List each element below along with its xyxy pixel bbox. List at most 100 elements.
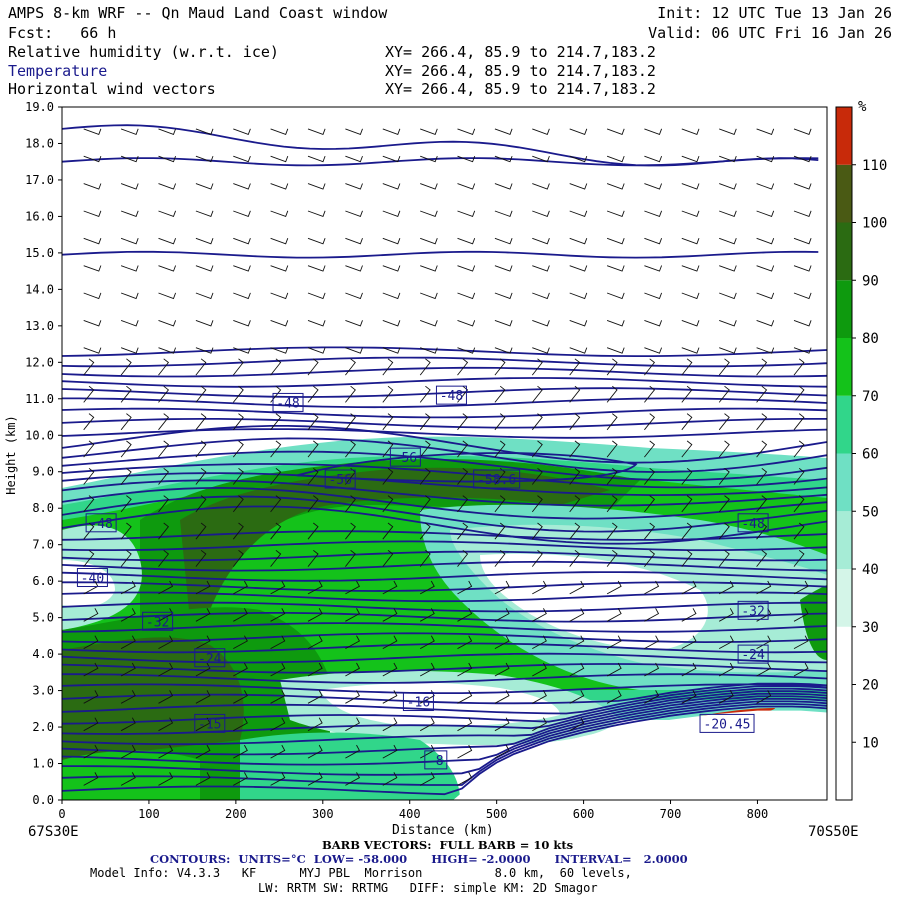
wind-barb bbox=[793, 183, 812, 190]
wind-barb bbox=[233, 183, 251, 190]
colorbar-swatch bbox=[836, 742, 852, 800]
colorbar-tick-label: 70 bbox=[862, 389, 879, 405]
contour-label: -40 bbox=[81, 572, 104, 587]
wind-barb bbox=[158, 717, 174, 732]
wind-barb bbox=[345, 265, 363, 272]
wind-barb bbox=[457, 549, 469, 567]
wind-barb bbox=[120, 608, 136, 622]
wind-barb bbox=[158, 580, 174, 595]
wind-barb bbox=[569, 155, 588, 163]
temperature-contour bbox=[62, 418, 827, 429]
wind-barb bbox=[195, 155, 214, 163]
contour-label-box bbox=[85, 513, 117, 533]
wind-barb bbox=[232, 358, 244, 376]
x-axis-title: Distance (km) bbox=[392, 823, 494, 838]
colorbar-swatch bbox=[836, 626, 852, 685]
wind-barb bbox=[532, 128, 550, 135]
wind-barb bbox=[756, 385, 768, 403]
wind-barb bbox=[420, 128, 438, 135]
wind-barb bbox=[494, 690, 510, 704]
wind-barb bbox=[457, 608, 473, 622]
wind-barb bbox=[382, 183, 401, 190]
wind-barb bbox=[233, 128, 251, 135]
temperature-contour bbox=[62, 356, 827, 368]
wind-barb bbox=[718, 440, 730, 458]
wind-barb bbox=[382, 662, 398, 677]
wind-barb bbox=[606, 580, 622, 595]
wind-barb bbox=[195, 522, 207, 540]
wind-barb bbox=[532, 717, 547, 732]
wind-barb bbox=[531, 467, 543, 485]
wind-barb bbox=[457, 440, 469, 458]
wind-barb bbox=[233, 265, 251, 272]
colorbar-swatch bbox=[836, 338, 852, 396]
wind-barb bbox=[382, 292, 401, 300]
y-tick-label: 12.0 bbox=[25, 355, 54, 369]
wind-barb bbox=[195, 413, 207, 431]
y-tick-label: 0.0 bbox=[32, 793, 54, 807]
wind-barb bbox=[494, 237, 513, 245]
wind-barb bbox=[307, 467, 319, 485]
wind-barb bbox=[718, 385, 730, 403]
wind-barb bbox=[382, 237, 401, 245]
wind-barb bbox=[532, 210, 550, 217]
wind-barb bbox=[494, 210, 513, 217]
wind-barb bbox=[644, 608, 660, 622]
wind-barb bbox=[195, 183, 214, 190]
wind-barb bbox=[718, 635, 734, 649]
wind-barb bbox=[718, 608, 734, 622]
wind-barb bbox=[120, 292, 139, 300]
endpoint-right: 70S50E bbox=[808, 824, 859, 840]
wind-barb bbox=[345, 319, 363, 327]
wind-barb bbox=[532, 347, 550, 354]
wind-barb bbox=[307, 292, 326, 300]
y-tick-label: 9.0 bbox=[32, 465, 54, 479]
wind-barb bbox=[345, 237, 363, 245]
x-axis: 0 100 200 300 400 500 600 700 800 bbox=[58, 800, 768, 821]
wind-barb bbox=[120, 237, 139, 245]
temperature-contour bbox=[62, 682, 827, 705]
wind-barb bbox=[793, 358, 805, 376]
wind-barb bbox=[83, 183, 102, 190]
wind-barb bbox=[307, 413, 319, 431]
wind-barb bbox=[793, 292, 812, 300]
colorbar-swatch bbox=[836, 511, 852, 569]
wind-barb bbox=[606, 319, 625, 327]
wind-barb bbox=[158, 155, 177, 163]
temperature-contour bbox=[62, 632, 827, 644]
temperature-contour bbox=[62, 601, 827, 613]
wind-barb bbox=[195, 580, 211, 595]
temperature-contour bbox=[62, 698, 827, 766]
wind-barb bbox=[494, 265, 513, 272]
wind-barb bbox=[195, 347, 214, 354]
contour-label-box bbox=[324, 469, 356, 489]
contour-label: -48 bbox=[440, 389, 463, 404]
wind-barb bbox=[307, 237, 326, 245]
wind-barb bbox=[569, 608, 585, 622]
wind-barb bbox=[419, 495, 431, 513]
wind-barb bbox=[681, 467, 693, 485]
wind-barb bbox=[457, 413, 469, 431]
wind-barb bbox=[718, 522, 730, 540]
colorbar-tick-label: 100 bbox=[862, 216, 887, 232]
wind-barb bbox=[569, 210, 588, 217]
wind-barb bbox=[345, 495, 356, 513]
wind-barb bbox=[569, 292, 588, 300]
y-tick-label: 17.0 bbox=[25, 173, 54, 187]
wind-barb bbox=[345, 358, 356, 376]
temperature-contour bbox=[62, 387, 827, 398]
wind-barb bbox=[569, 580, 585, 595]
wind-barb bbox=[307, 128, 326, 135]
wind-barb bbox=[681, 662, 697, 677]
wind-barb bbox=[120, 183, 139, 190]
wind-barb bbox=[606, 522, 618, 540]
colorbar-tick-label: 90 bbox=[862, 273, 879, 289]
wind-barb bbox=[681, 495, 693, 513]
wind-barb bbox=[195, 385, 207, 403]
wind-barb bbox=[307, 549, 319, 567]
wind-barb bbox=[382, 385, 394, 403]
wind-barb bbox=[232, 522, 244, 540]
wind-barb bbox=[270, 183, 289, 190]
wind-barb bbox=[531, 385, 543, 403]
